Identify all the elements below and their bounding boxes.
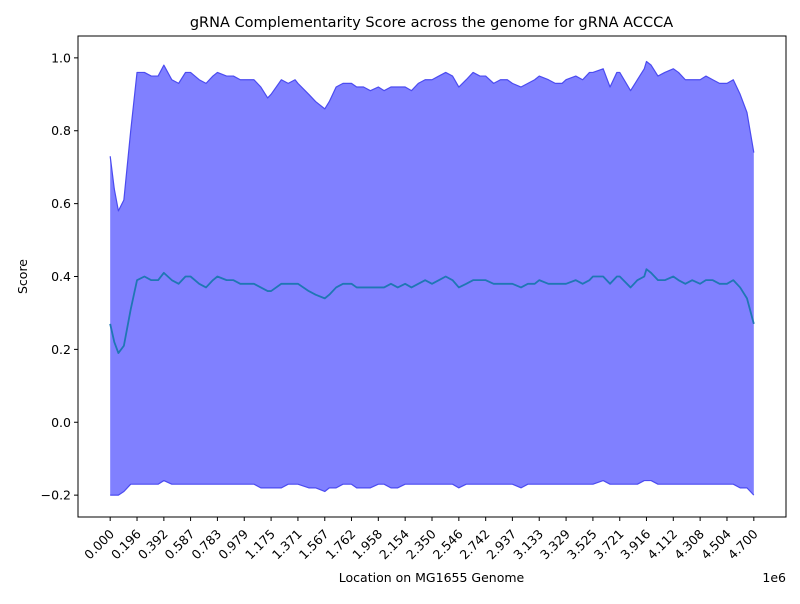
- x-tick-label: 1.175: [242, 526, 278, 562]
- y-tick-label: 0.0: [51, 415, 71, 430]
- x-tick-label: 2.546: [430, 526, 466, 562]
- y-tick-label: 1.0: [51, 50, 71, 65]
- x-tick-label: 0.587: [162, 526, 198, 562]
- lower-bound-line: [110, 479, 755, 496]
- x-tick-label: 1.958: [349, 526, 385, 562]
- y-tick-label: 0.8: [51, 123, 71, 138]
- y-tick-label: 0.6: [51, 196, 71, 211]
- x-tick-label: 0.783: [188, 526, 224, 562]
- x-tick-label: 3.329: [537, 526, 573, 562]
- y-tick-label: 0.2: [51, 342, 71, 357]
- x-axis-label: Location on MG1655 Genome: [339, 570, 525, 585]
- x-tick-label: 2.350: [403, 526, 439, 562]
- x-tick-label: 1.371: [269, 526, 305, 562]
- x-tick-label: 0.979: [215, 526, 251, 562]
- y-tick-label: −0.2: [41, 488, 71, 503]
- x-tick-label: 4.308: [671, 526, 707, 562]
- score-band-area: [110, 61, 754, 496]
- y-tick-label: 0.4: [51, 269, 71, 284]
- mean-score-line: [109, 268, 755, 354]
- x-tick-label: 0.000: [81, 526, 117, 562]
- x-tick-label: 3.133: [510, 526, 546, 562]
- y-axis-label: Score: [15, 259, 30, 294]
- x-tick-label: 2.154: [376, 526, 412, 562]
- upper-bound-line: [109, 60, 755, 212]
- chart-title: gRNA Complementarity Score across the ge…: [190, 15, 673, 31]
- x-tick-label: 0.196: [108, 526, 144, 562]
- x-tick-label: 3.525: [564, 526, 600, 562]
- x-tick-label: 4.112: [644, 526, 680, 562]
- x-tick-label: 1.762: [322, 526, 358, 562]
- x-offset-text: 1e6: [762, 570, 786, 585]
- x-tick-label: 4.700: [725, 526, 761, 562]
- x-tick-label: 4.504: [698, 526, 734, 562]
- x-tick-label: 2.937: [483, 526, 519, 562]
- x-tick-label: 3.916: [617, 526, 653, 562]
